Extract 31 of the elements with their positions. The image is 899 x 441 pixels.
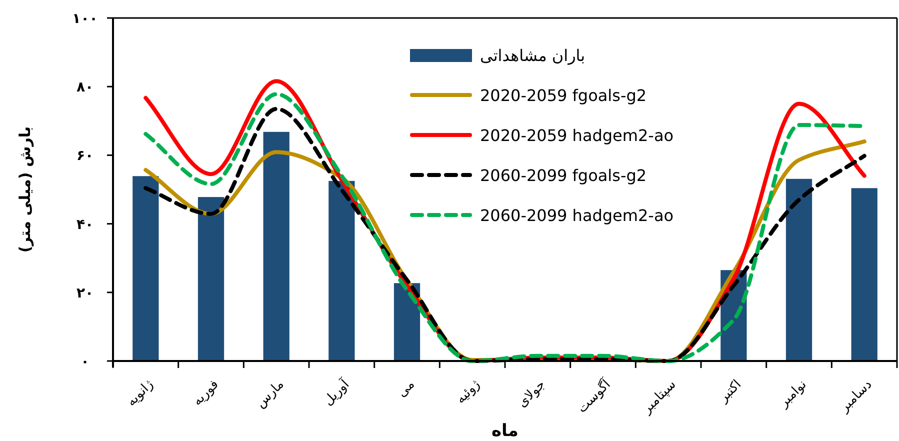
bar xyxy=(132,176,159,361)
bar xyxy=(328,180,355,361)
legend-label: 2060-2099 hadgem2-ao xyxy=(480,206,674,225)
y-axis-title: بارش (میلی متر) xyxy=(16,126,34,253)
x-tick-label: جولای xyxy=(515,377,548,411)
x-tick-label: آگوست xyxy=(573,374,615,416)
y-tick-label: ۰ xyxy=(80,354,90,370)
y-tick-label: ۱۰۰ xyxy=(72,11,98,27)
legend-label: باران مشاهداتی xyxy=(480,46,586,65)
x-tick-label: آوریل xyxy=(320,374,354,409)
x-tick-label: ژانویه xyxy=(124,377,156,410)
y-tick-label: ۸۰ xyxy=(76,80,94,96)
bar xyxy=(198,197,224,361)
x-axis-title: ماه xyxy=(492,421,518,441)
y-tick-label: ۴۰ xyxy=(76,216,94,233)
x-tick-label: دسامبر xyxy=(836,377,876,416)
legend-label: 2020-2059 hadgem2-ao xyxy=(480,126,674,145)
x-tick-label: مارس xyxy=(253,377,288,412)
x-tick-label: سپتامبر xyxy=(639,377,680,418)
bar xyxy=(851,188,878,361)
x-tick-label: می xyxy=(394,377,418,400)
y-tick-label: ۶۰ xyxy=(76,148,94,164)
x-tick-label: فوریه xyxy=(190,377,222,409)
x-tick-label: ژوئیه xyxy=(453,377,484,407)
bar xyxy=(786,178,812,361)
bar xyxy=(263,132,290,361)
legend-label: 2060-2099 fgoals-g2 xyxy=(480,166,647,185)
legend-label: 2020-2059 fgoals-g2 xyxy=(480,86,647,105)
x-tick-label: اکتبر xyxy=(716,377,744,406)
x-tick-label: نوامبر xyxy=(776,377,810,412)
y-tick-label: ۲۰ xyxy=(76,285,94,302)
